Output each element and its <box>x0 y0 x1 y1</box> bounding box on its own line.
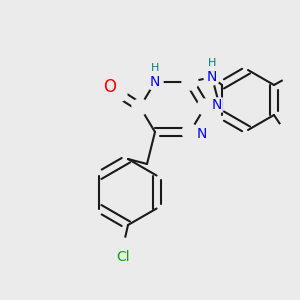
Circle shape <box>197 99 213 115</box>
Text: N: N <box>150 75 160 89</box>
Circle shape <box>132 99 148 115</box>
Text: O: O <box>103 78 116 96</box>
Circle shape <box>114 238 132 256</box>
Text: N: N <box>207 70 217 84</box>
Circle shape <box>182 74 198 90</box>
Text: H: H <box>151 63 159 73</box>
Text: Cl: Cl <box>116 250 130 264</box>
Circle shape <box>276 123 296 143</box>
Text: H: H <box>208 58 216 68</box>
Circle shape <box>204 69 220 85</box>
Text: N: N <box>197 127 207 141</box>
Circle shape <box>182 124 198 140</box>
Circle shape <box>282 65 300 85</box>
Text: N: N <box>212 98 222 112</box>
Circle shape <box>109 84 127 102</box>
Circle shape <box>147 74 163 90</box>
